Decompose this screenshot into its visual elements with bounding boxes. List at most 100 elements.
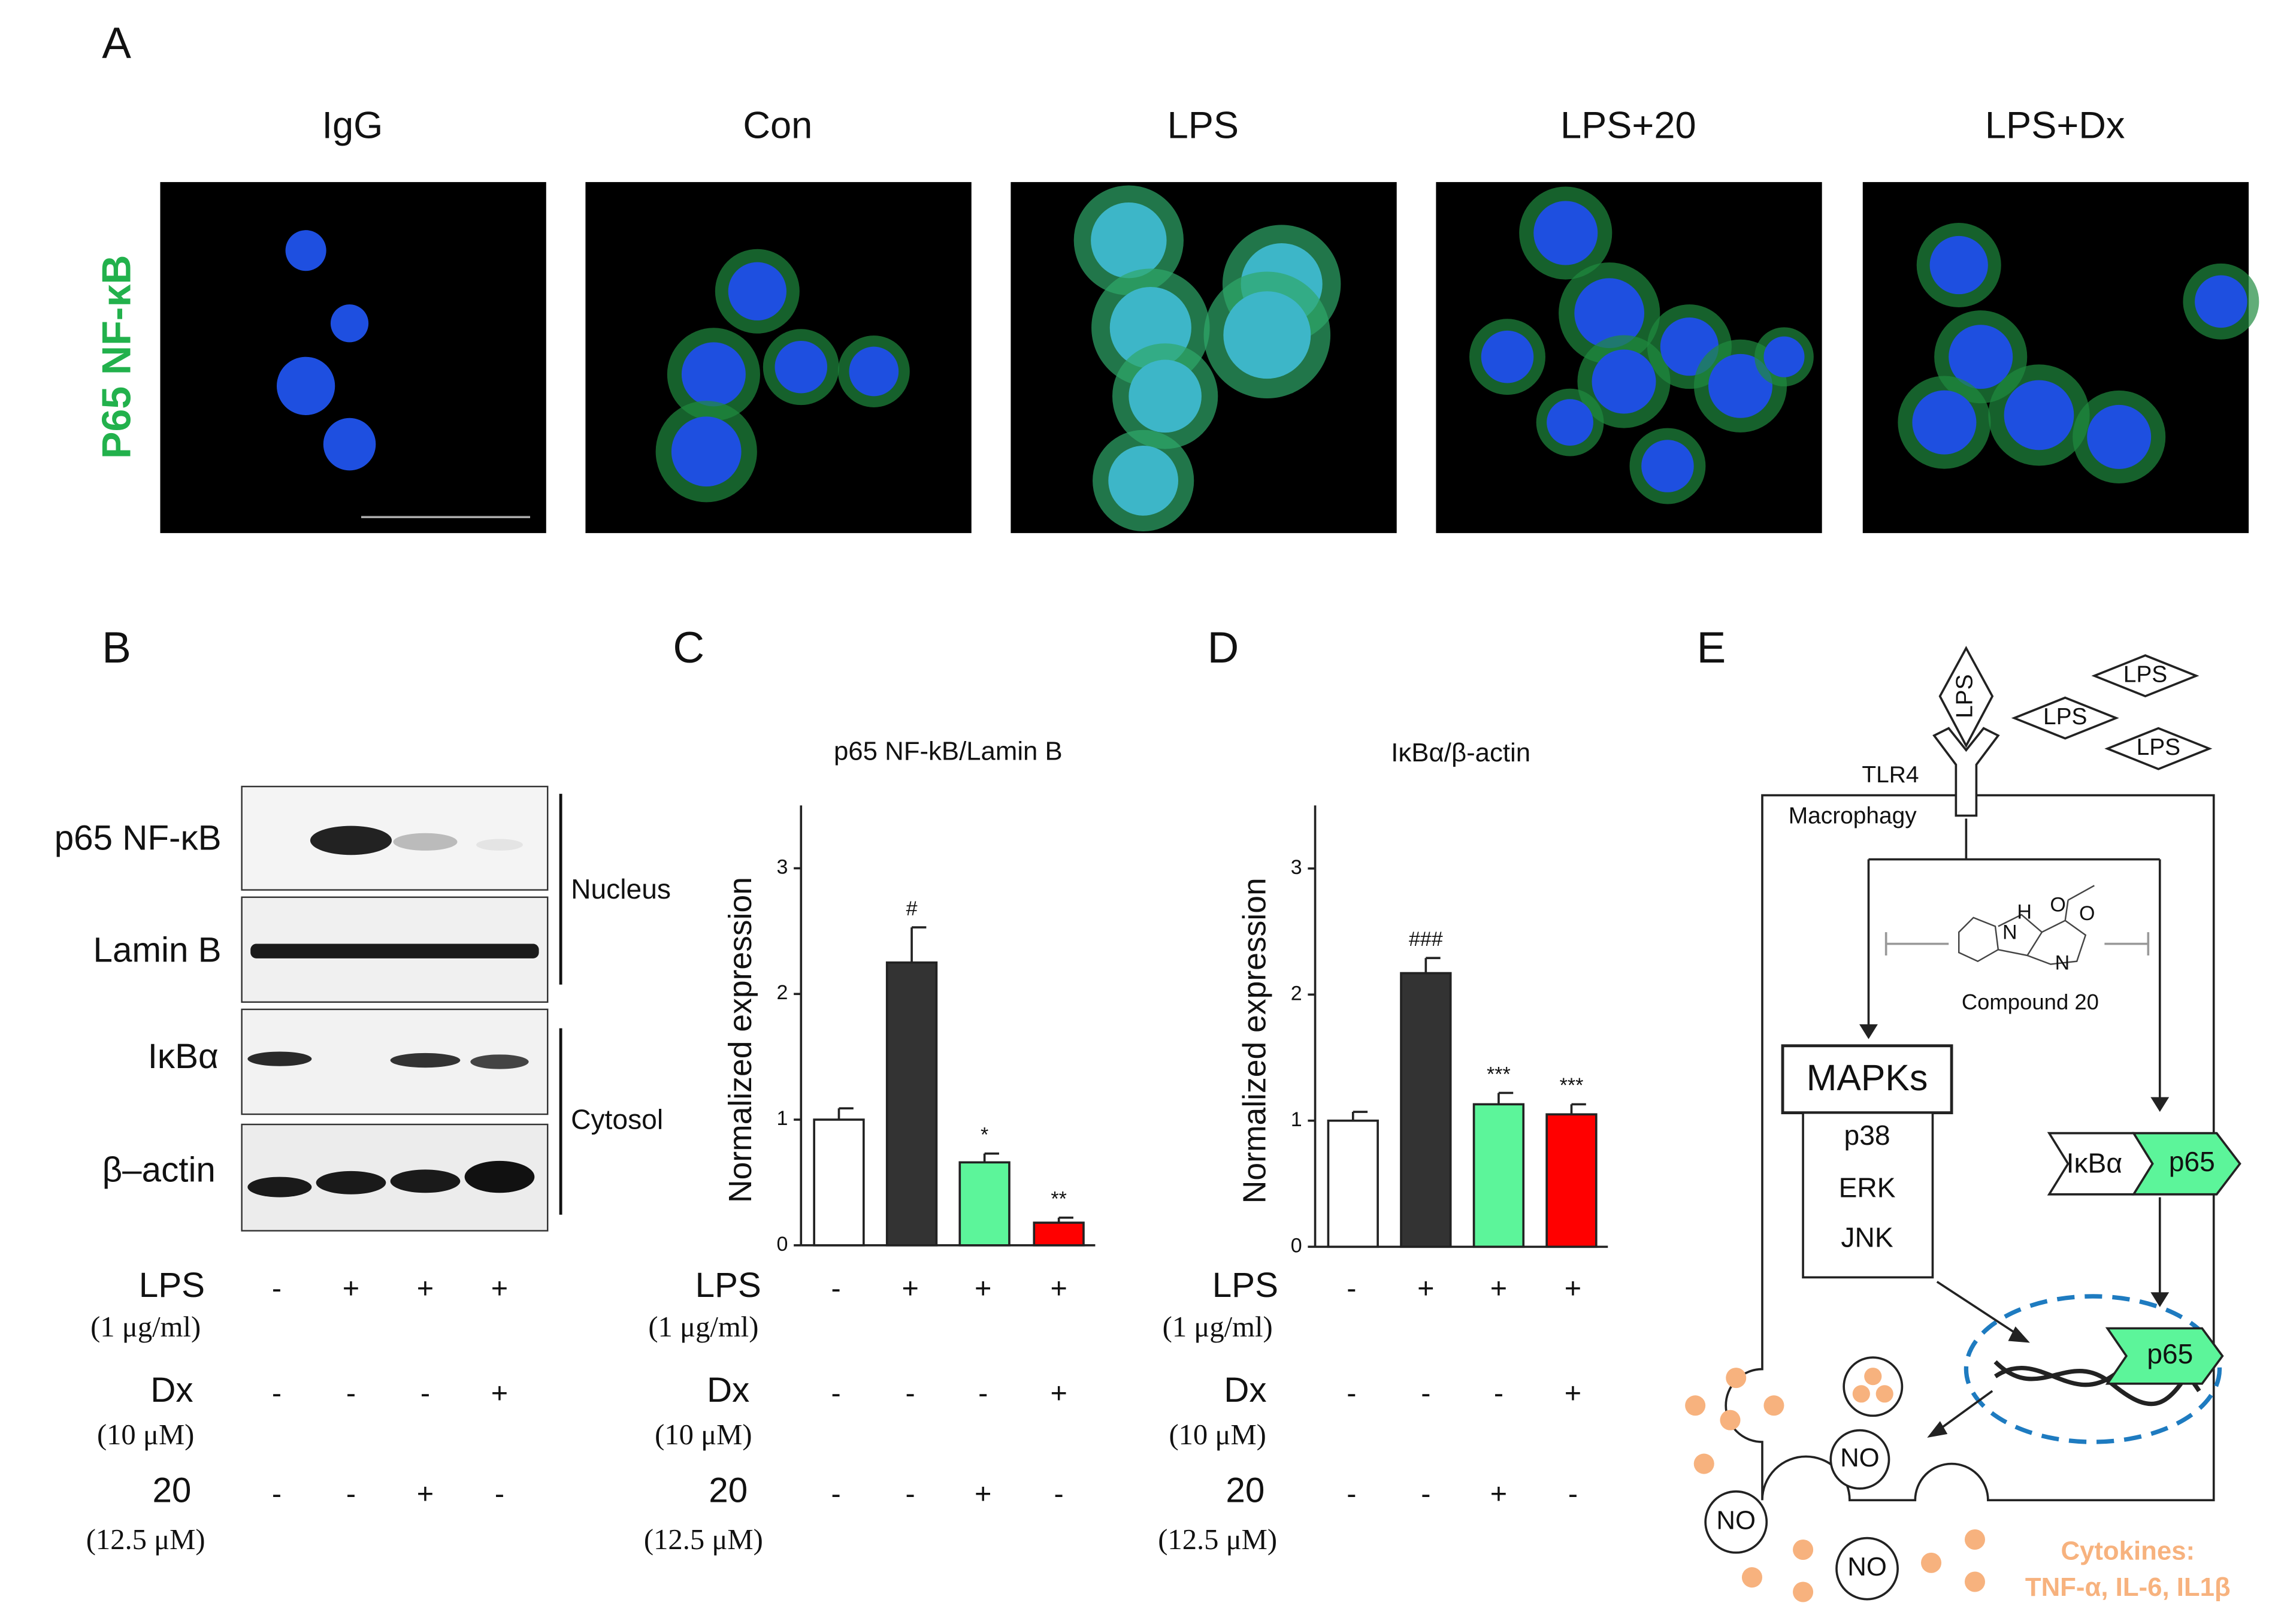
panel-label: C [673,624,704,672]
treatment-dose: (1 μg/ml) [90,1311,201,1343]
treatment-dose: (10 μM) [97,1419,194,1451]
treatment-dose: (12.5 μM) [1158,1523,1277,1556]
band [470,1054,529,1069]
treatment-sign: + [417,1478,434,1510]
treatment-sign: + [1490,1272,1507,1305]
bar [1472,1103,1525,1248]
treatment-name: 20 [152,1471,191,1510]
significance: *** [1560,1074,1584,1097]
nucleus [1223,291,1311,379]
bar [813,1118,865,1247]
nucleus [323,418,376,471]
nucleus [1108,446,1179,516]
treatment-dose: (12.5 μM) [86,1523,205,1556]
nucleus [1129,359,1202,433]
y-tick-label: 0 [776,1233,788,1256]
treatment-sign: + [417,1272,434,1305]
treatment-sign: - [420,1377,430,1410]
y-tick-label: 2 [1291,982,1302,1005]
treatment-sign: - [272,1377,282,1410]
treatment-sign: - [495,1478,504,1510]
bar [958,1161,1011,1247]
significance: ### [1409,928,1443,951]
column-label: LPS [1167,105,1239,147]
atom: O [2079,902,2095,925]
receptor-label: TLR4 [1862,762,1919,788]
y-tick-label: 1 [776,1107,788,1130]
nucleus [728,262,786,320]
ligand-label: LPS [2043,704,2088,730]
no-label: NO [1840,1443,1880,1472]
ligand-label: LPS [2123,661,2168,687]
treatment-sign: + [975,1478,991,1510]
band [393,833,458,851]
nucleus [1949,325,2013,389]
y-tick-label: 3 [776,855,788,878]
blot [241,785,549,891]
arrowhead [1859,1024,2170,1112]
nucleus [849,346,899,397]
y-tick-label: 1 [1291,1108,1302,1131]
micrograph [1862,182,2249,533]
treatment-name: LPS [695,1266,761,1305]
bar [1327,1119,1379,1248]
treatment-sign: - [1568,1478,1578,1510]
row-label: β–actin [102,1151,216,1190]
nucleus [1929,235,1988,295]
y-axis-label: Normalized expression [723,877,758,1203]
atom: N [2055,952,2070,975]
nucleus [1964,1294,2222,1444]
row-label: p65 NF-κB [55,818,222,857]
treatment-sign: + [491,1377,508,1410]
column-label: LPS+Dx [1985,105,2125,147]
ligand-shape [2104,727,2213,770]
mapk-item: JNK [1841,1221,1893,1253]
nucleus [2195,275,2247,328]
nucleus [1574,278,1645,349]
band [310,825,392,855]
row-label: IκBα [148,1037,219,1076]
inhibition [1884,932,2150,955]
no-circle [1704,1490,1768,1554]
treatment-dose: (1 μg/ml) [1163,1311,1273,1343]
western-blot [241,785,562,1232]
compound-label: Compound 20 [1962,990,2099,1014]
nucleus [285,230,326,271]
mapk-title: MAPKs [1807,1057,1928,1098]
complex-label: p65 [2169,1146,2215,1177]
treatment-sign: + [901,1272,918,1305]
band [247,1177,312,1197]
treatment-sign: + [343,1272,359,1305]
treatment-sign: - [831,1272,841,1305]
significance: * [981,1123,988,1146]
treatment-name: Dx [707,1371,749,1410]
band [390,1053,461,1068]
treatment-dose: (1 μg/ml) [648,1311,758,1343]
column-label: LPS+20 [1560,105,1696,147]
band [316,1171,386,1194]
column-label: Con [743,105,812,147]
treatment-sign: - [1347,1478,1356,1510]
row-label: Lamin B [93,931,222,970]
treatment-sign: + [491,1272,508,1305]
mapk-item: ERK [1839,1172,1896,1203]
cytokine-dots [1685,1368,1986,1602]
bar [1545,1113,1598,1248]
nucleus [671,416,742,487]
cytokine-label: Cytokines: [2061,1536,2195,1565]
nucleus [1708,353,1773,418]
vesicle [1843,1356,1904,1417]
chart-title: IκBα/β-actin [1391,738,1530,767]
significance: # [906,897,918,920]
bar [885,961,938,1247]
chart-title: p65 NF-kB/Lamin B [834,737,1063,766]
treatment-sign: - [272,1272,282,1305]
no-label: NO [1847,1552,1887,1581]
ligand-shape [2091,654,2200,698]
nucleus [1641,440,1694,492]
treatment-sign: - [831,1377,841,1410]
panel-label: A [102,19,131,68]
arrowhead [1927,1326,2030,1438]
treatment-sign: - [906,1478,915,1510]
